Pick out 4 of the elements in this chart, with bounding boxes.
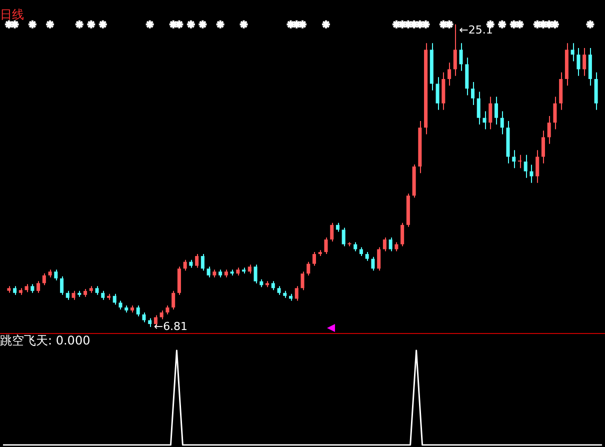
chart-title: 日线	[0, 7, 24, 22]
annotation: ←6.81	[154, 320, 188, 333]
annotation: ←25.1	[459, 23, 493, 36]
chart-title: 跳空飞天: 0.000	[0, 333, 90, 348]
